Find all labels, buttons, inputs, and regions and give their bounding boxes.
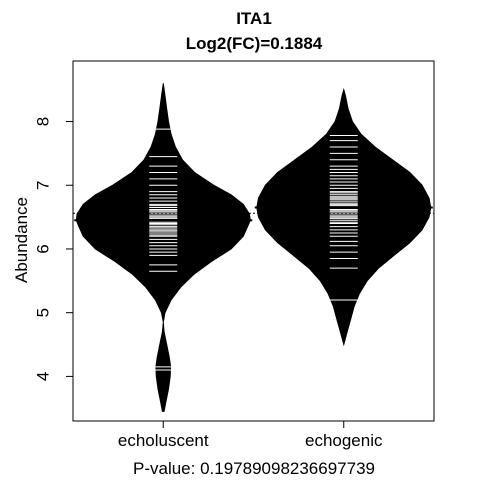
bean-density-echoluscent (75, 83, 251, 412)
bean-echogenic (254, 87, 433, 347)
y-tick-label-7: 7 (33, 181, 52, 190)
chart-title: ITA1 (236, 9, 272, 28)
x-axis-label: P-value: 0.19789098236697739 (133, 459, 375, 478)
y-tick-label-5: 5 (33, 308, 52, 317)
x-tick-label-echogenic: echogenic (305, 431, 383, 450)
y-tick-label-6: 6 (33, 244, 52, 253)
x-tick-label-echoluscent: echoluscent (118, 431, 209, 450)
plot-frame (72, 60, 435, 422)
bean-echoluscent (74, 83, 253, 412)
y-axis-label: Abundance (12, 197, 31, 283)
y-tick-label-4: 4 (33, 372, 52, 381)
x-axis: echoluscent echogenic (118, 421, 383, 450)
chart-subtitle: Log2(FC)=0.1884 (186, 34, 323, 53)
beans-layer (74, 83, 433, 412)
y-axis: 4 5 6 7 8 (33, 117, 73, 381)
y-tick-label-8: 8 (33, 117, 52, 126)
